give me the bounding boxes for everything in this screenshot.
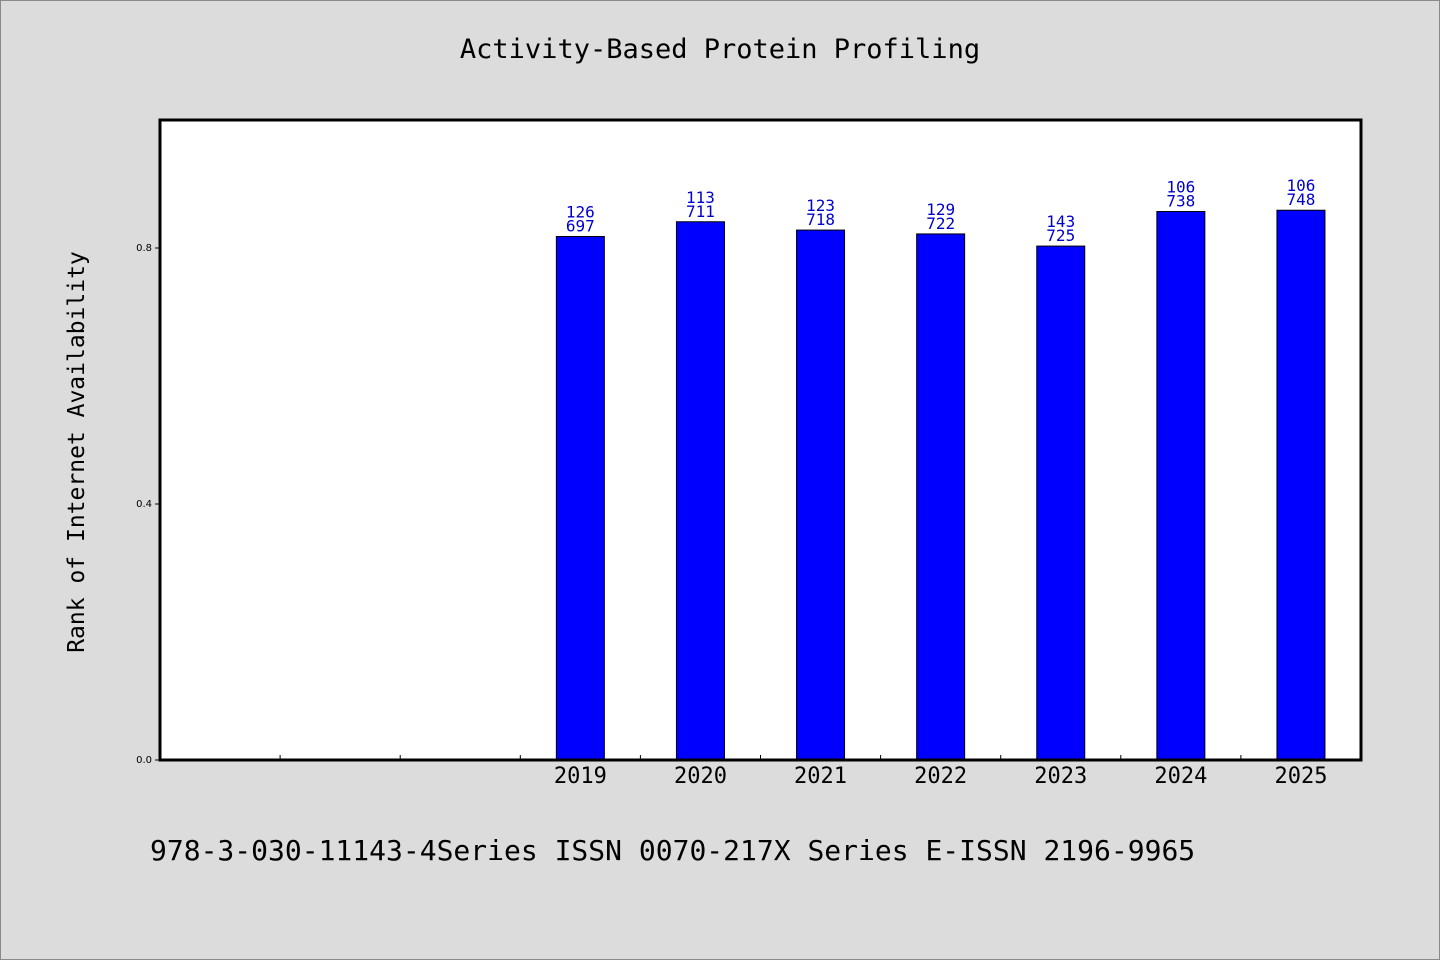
bar-data-label-upper: 113 — [686, 188, 715, 207]
bar-data-label-lower: 697 — [566, 216, 595, 235]
x-tick-label: 2024 — [1154, 764, 1207, 789]
bar-data-label-lower: 738 — [1166, 192, 1195, 211]
x-tick-label: 2021 — [794, 764, 847, 789]
x-tick-label: 2019 — [554, 764, 607, 789]
bar-data-label-lower: 748 — [1286, 190, 1315, 209]
bar-data-label-upper: 126 — [566, 202, 595, 221]
bar-data-label-lower: 722 — [926, 214, 955, 233]
bar — [1036, 245, 1086, 761]
bar-data-label-upper: 106 — [1286, 176, 1315, 195]
bar — [1156, 211, 1206, 761]
bar — [916, 233, 966, 761]
y-tick-label: 0.0 — [136, 755, 152, 766]
bar-data-label-lower: 718 — [806, 210, 835, 229]
x-tick-label: 2025 — [1274, 764, 1327, 789]
bar — [1276, 209, 1326, 761]
bar-data-label-upper: 123 — [806, 196, 835, 215]
chart-title: Activity-Based Protein Profiling — [459, 34, 981, 65]
bar-data-label-upper: 106 — [1166, 178, 1195, 197]
x-tick-label: 2020 — [674, 764, 727, 789]
bar — [675, 221, 725, 761]
bar-data-label-lower: 725 — [1046, 226, 1075, 245]
y-tick-label: 0.4 — [136, 499, 152, 510]
bar — [555, 235, 605, 761]
plot-border — [158, 118, 1363, 762]
y-tick-label: 0.8 — [136, 243, 152, 254]
bar-data-label-lower: 711 — [686, 202, 715, 221]
bar-data-label-upper: 129 — [926, 200, 955, 219]
bar — [796, 229, 846, 761]
footer-isbn-issn: 978-3-030-11143-4Series ISSN 0070-217X S… — [150, 834, 1196, 867]
x-tick-label: 2023 — [1034, 764, 1087, 789]
x-tick-label: 2022 — [914, 764, 967, 789]
bar-data-label-upper: 143 — [1046, 212, 1075, 231]
